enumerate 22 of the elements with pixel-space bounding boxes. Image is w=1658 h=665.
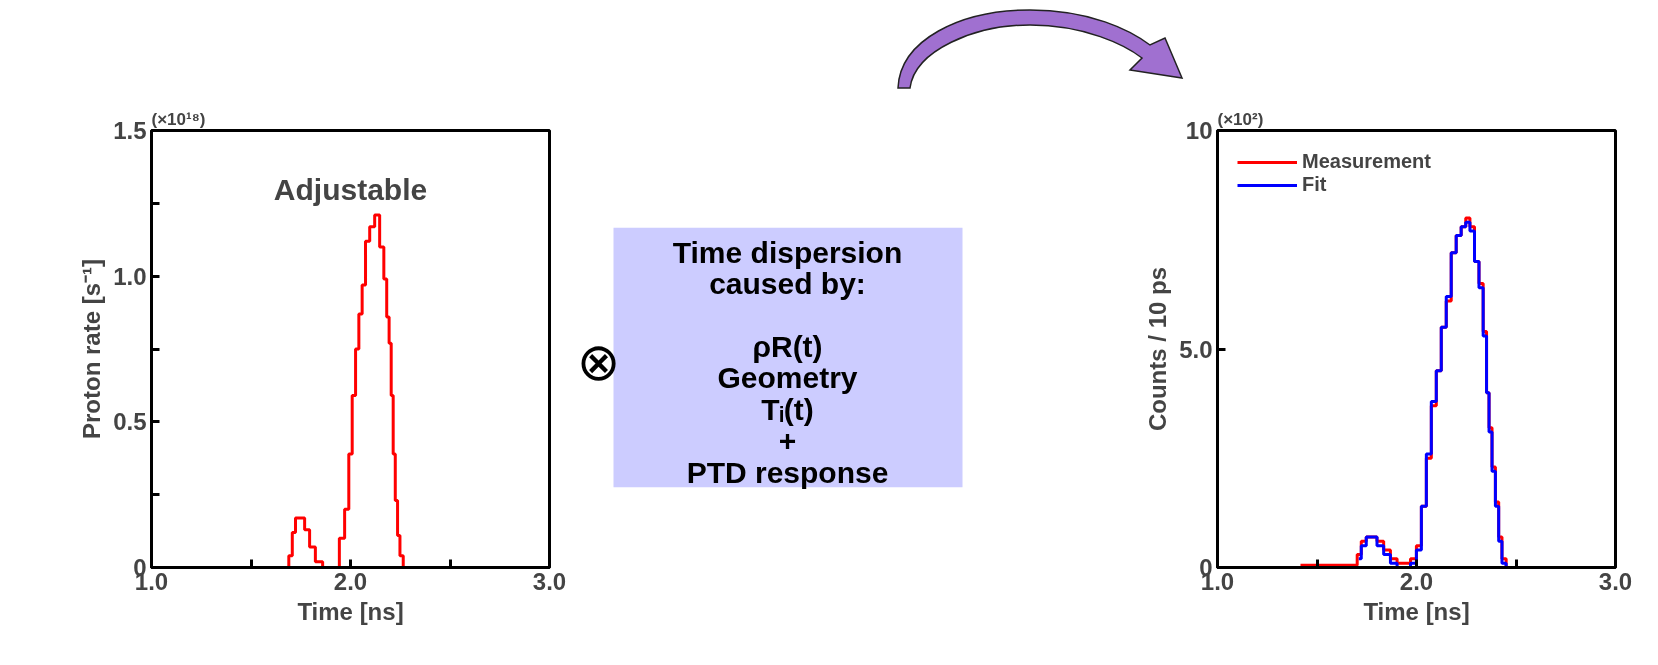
text: (×10²) — [1217, 109, 1264, 129]
x-tick-label: 3.0 — [1598, 567, 1633, 595]
x-tick-label: 2.0 — [333, 567, 368, 595]
x-tick-label: 3.0 — [532, 567, 567, 595]
text: ⊗ — [576, 331, 621, 392]
text: PTD response — [686, 455, 889, 489]
y-tick-label: 1.5 — [113, 117, 147, 144]
text: ρR(t) — [752, 329, 823, 363]
y-tick-label: 1.0 — [113, 262, 147, 290]
y-axis-title: Counts / 10 ps — [1144, 266, 1172, 432]
y-tick-label: 5.0 — [1179, 335, 1213, 363]
y-axis-title: Proton rate [s⁻¹] — [78, 258, 106, 439]
y-tick-label: 10 — [1185, 117, 1213, 144]
legend-label: Measurement — [1302, 150, 1431, 173]
y-tick-label: 0.5 — [113, 408, 147, 436]
text: (×10¹⁸) — [151, 109, 206, 129]
x-tick-label: 2.0 — [1399, 567, 1434, 595]
text: Time dispersion — [672, 235, 903, 269]
x-axis-title: Time [ns] — [1363, 597, 1470, 625]
legend-label: Fit — [1302, 173, 1327, 196]
x-axis-title: Time [ns] — [297, 597, 404, 625]
annotation: Adjustable — [273, 172, 428, 206]
